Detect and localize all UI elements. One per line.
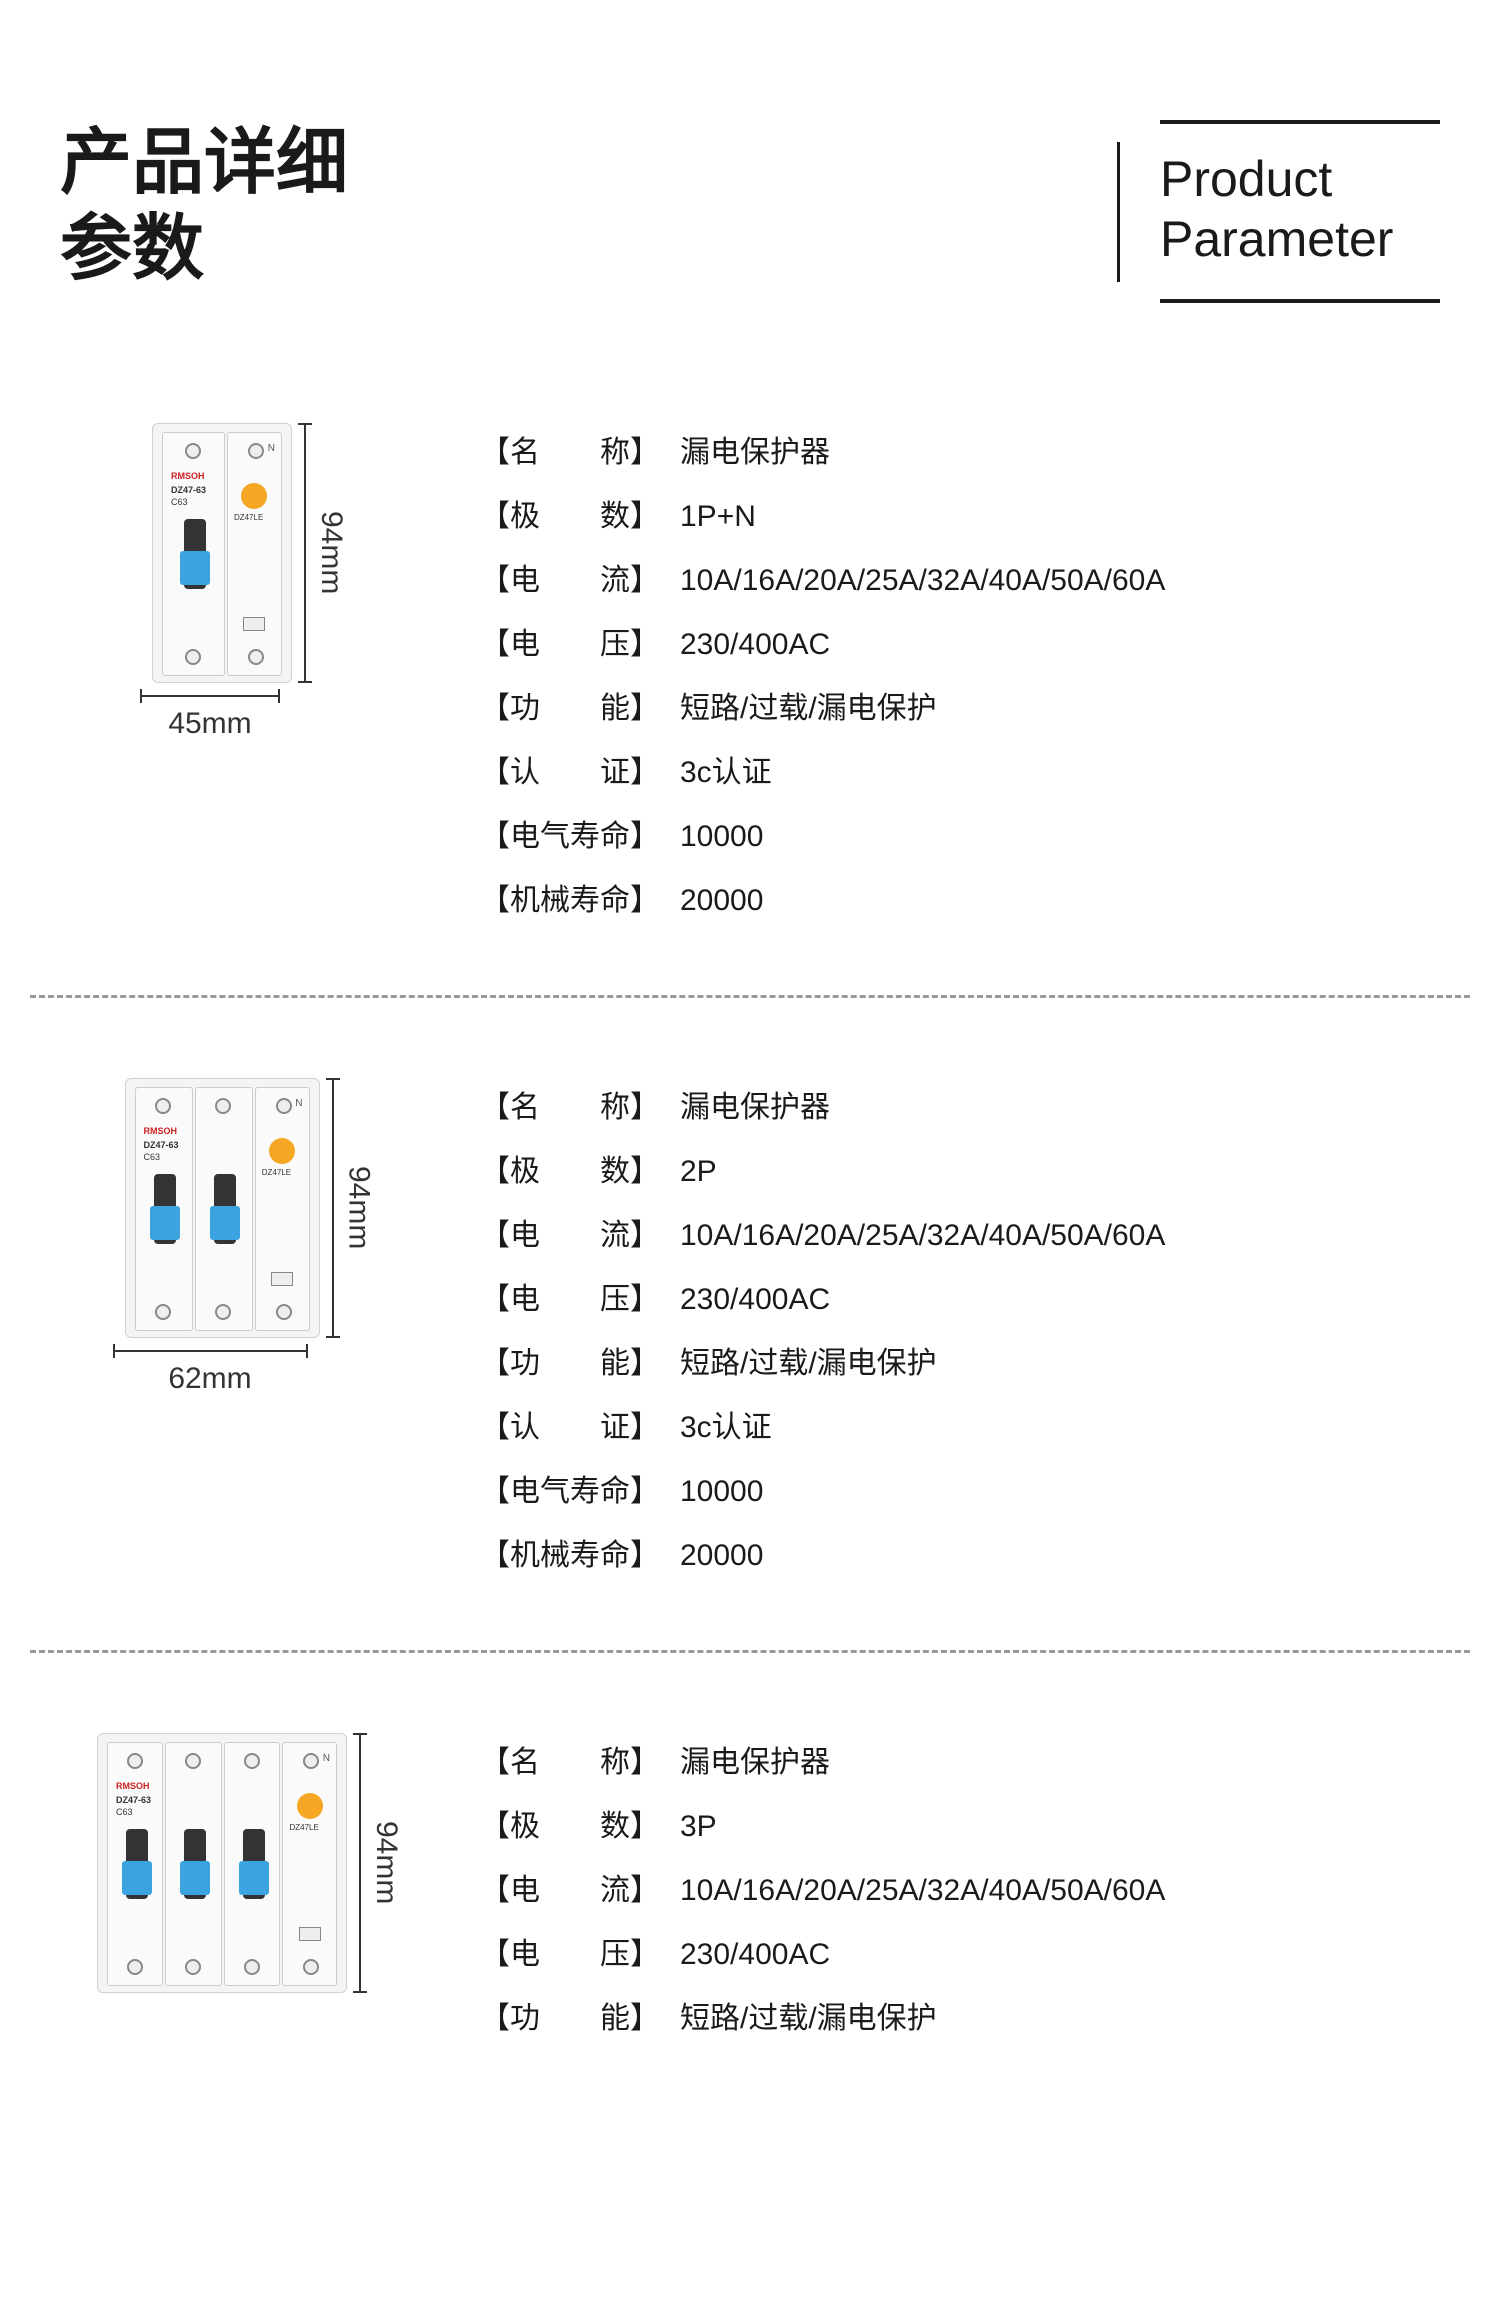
spec-label: 【功 能】 [480,679,680,739]
title-en: Product Parameter [1160,120,1440,303]
header: 产品详细 参数 Product Parameter [0,0,1500,363]
height-dimension-line [304,423,306,683]
product-image-column: RMSOHDZ47-63C63NDZ47LE 94mm [60,1733,440,2053]
spec-row: 【名 称】漏电保护器 [480,423,1440,483]
spec-label: 【电 流】 [480,1861,680,1921]
spec-value: 1P+N [680,487,1440,547]
spec-label: 【电 压】 [480,615,680,675]
spec-row: 【认 证】3c认证 [480,1398,1440,1458]
spec-value: 漏电保护器 [680,423,1440,483]
spec-label: 【认 证】 [480,1398,680,1458]
spec-label: 【极 数】 [480,1797,680,1857]
spec-value: 230/400AC [680,615,1440,675]
spec-value: 漏电保护器 [680,1078,1440,1138]
title-cn: 产品详细 参数 [60,120,348,293]
title-line1: 产品详细 [60,120,348,206]
section-divider [30,1650,1470,1653]
spec-label: 【极 数】 [480,487,680,547]
spec-row: 【电 压】230/400AC [480,1925,1440,1985]
spec-label: 【机械寿命】 [480,1526,680,1586]
spec-label: 【电 压】 [480,1270,680,1330]
spec-value: 10A/16A/20A/25A/32A/40A/50A/60A [680,1206,1440,1266]
spec-label: 【功 能】 [480,1334,680,1394]
title-line2: 参数 [60,206,348,292]
spec-row: 【认 证】3c认证 [480,743,1440,803]
width-dimension-line [140,695,280,697]
spec-value: 3c认证 [680,1398,1440,1458]
product-section: RMSOHDZ47-63C63NDZ47LE 94mm 【名 称】漏电保护器【极 数… [0,1673,1500,2093]
spec-row: 【机械寿命】20000 [480,1526,1440,1586]
spec-column: 【名 称】漏电保护器【极 数】3P【电 流】10A/16A/20A/25A/32… [440,1733,1440,2053]
spec-row: 【极 数】2P [480,1142,1440,1202]
header-bottom-line [1160,299,1440,303]
spec-label: 【名 称】 [480,423,680,483]
spec-value: 10000 [680,807,1440,867]
spec-label: 【电 压】 [480,1925,680,1985]
spec-value: 20000 [680,871,1440,931]
height-dimension-line [359,1733,361,1993]
spec-label: 【电气寿命】 [480,1462,680,1522]
spec-label: 【电 流】 [480,551,680,611]
height-dimension-line [332,1078,334,1338]
width-dimension-label: 62mm [168,1362,251,1396]
circuit-breaker-image: RMSOHDZ47-63C63NDZ47LE [152,423,292,683]
spec-row: 【功 能】短路/过载/漏电保护 [480,1334,1440,1394]
height-dimension-label: 94mm [342,1166,376,1249]
header-divider [1117,142,1120,282]
spec-column: 【名 称】漏电保护器【极 数】2P【电 流】10A/16A/20A/25A/32… [440,1078,1440,1590]
spec-value: 20000 [680,1526,1440,1586]
spec-value: 3c认证 [680,743,1440,803]
spec-row: 【功 能】短路/过载/漏电保护 [480,1989,1440,2049]
width-dimension-line [113,1350,308,1352]
spec-value: 漏电保护器 [680,1733,1440,1793]
spec-label: 【极 数】 [480,1142,680,1202]
spec-row: 【电 流】10A/16A/20A/25A/32A/40A/50A/60A [480,1861,1440,1921]
spec-value: 230/400AC [680,1270,1440,1330]
spec-value: 2P [680,1142,1440,1202]
height-dimension-label: 94mm [369,1821,403,1904]
spec-row: 【电气寿命】10000 [480,1462,1440,1522]
header-top-line [1160,120,1440,124]
spec-value: 10000 [680,1462,1440,1522]
spec-row: 【名 称】漏电保护器 [480,1733,1440,1793]
spec-row: 【名 称】漏电保护器 [480,1078,1440,1138]
spec-row: 【电 流】10A/16A/20A/25A/32A/40A/50A/60A [480,1206,1440,1266]
spec-label: 【电 流】 [480,1206,680,1266]
height-dimension-label: 94mm [314,511,348,594]
spec-label: 【功 能】 [480,1989,680,2049]
circuit-breaker-image: RMSOHDZ47-63C63NDZ47LE [97,1733,347,1993]
width-dimension-label: 45mm [168,707,251,741]
spec-row: 【电气寿命】10000 [480,807,1440,867]
product-section: RMSOHDZ47-63C63NDZ47LE 94mm 62mm 【名 称】漏电保护器… [0,1018,1500,1630]
section-divider [30,995,1470,998]
spec-row: 【电 压】230/400AC [480,615,1440,675]
subtitle-line2: Parameter [1160,209,1393,269]
spec-value: 230/400AC [680,1925,1440,1985]
spec-label: 【认 证】 [480,743,680,803]
circuit-breaker-image: RMSOHDZ47-63C63NDZ47LE [125,1078,320,1338]
subtitle-line1: Product [1160,149,1393,209]
spec-value: 3P [680,1797,1440,1857]
spec-value: 短路/过载/漏电保护 [680,679,1440,739]
product-image-column: RMSOHDZ47-63C63NDZ47LE 94mm 62mm [60,1078,440,1590]
spec-row: 【极 数】1P+N [480,487,1440,547]
spec-row: 【极 数】3P [480,1797,1440,1857]
spec-label: 【电气寿命】 [480,807,680,867]
spec-label: 【名 称】 [480,1733,680,1793]
spec-row: 【电 流】10A/16A/20A/25A/32A/40A/50A/60A [480,551,1440,611]
spec-label: 【名 称】 [480,1078,680,1138]
spec-value: 短路/过载/漏电保护 [680,1989,1440,2049]
spec-row: 【机械寿命】20000 [480,871,1440,931]
spec-value: 短路/过载/漏电保护 [680,1334,1440,1394]
spec-row: 【功 能】短路/过载/漏电保护 [480,679,1440,739]
spec-column: 【名 称】漏电保护器【极 数】1P+N【电 流】10A/16A/20A/25A/… [440,423,1440,935]
spec-value: 10A/16A/20A/25A/32A/40A/50A/60A [680,1861,1440,1921]
product-section: RMSOHDZ47-63C63NDZ47LE 94mm 45mm 【名 称】漏电保护器… [0,363,1500,975]
product-image-column: RMSOHDZ47-63C63NDZ47LE 94mm 45mm [60,423,440,935]
spec-value: 10A/16A/20A/25A/32A/40A/50A/60A [680,551,1440,611]
spec-row: 【电 压】230/400AC [480,1270,1440,1330]
spec-label: 【机械寿命】 [480,871,680,931]
